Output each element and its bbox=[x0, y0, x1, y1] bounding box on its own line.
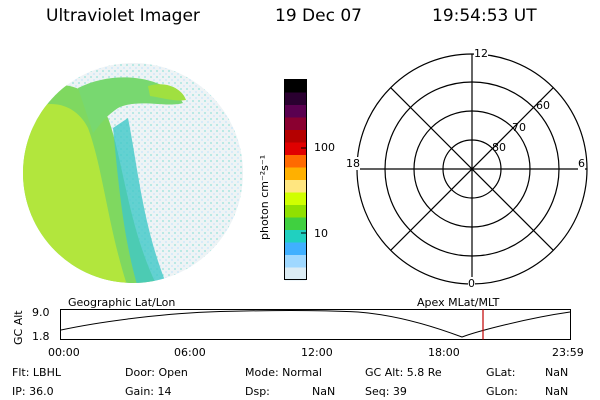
colorbar-segment bbox=[285, 255, 306, 268]
header-date: 19 Dec 07 bbox=[275, 6, 362, 26]
info-dsp-value: NaN bbox=[312, 385, 336, 398]
instrument-title: Ultraviolet Imager bbox=[46, 6, 200, 26]
colorbar-segment bbox=[285, 92, 306, 106]
colorbar-tick-10: 10 bbox=[314, 227, 328, 240]
info-door: Door: Open bbox=[125, 366, 188, 379]
colorbar-segment bbox=[285, 167, 306, 181]
timeline-tick-0000: 00:00 bbox=[48, 346, 80, 359]
info-flt: Flt: LBHL bbox=[12, 366, 61, 379]
colorbar-segment bbox=[285, 105, 306, 118]
timeline-tick-1800: 18:00 bbox=[428, 346, 460, 359]
polar-grid bbox=[356, 53, 588, 285]
info-dsp: Dsp: bbox=[245, 385, 270, 398]
colorbar-unit-label: photon cm⁻²s⁻¹ bbox=[258, 154, 271, 240]
info-gc-alt: GC Alt: 5.8 Re bbox=[365, 366, 442, 379]
info-ip: IP: 36.0 bbox=[12, 385, 54, 398]
colorbar-segment bbox=[285, 205, 306, 218]
polar-label-12: 12 bbox=[474, 47, 488, 60]
colorbar-segment bbox=[285, 180, 306, 193]
timeline-tick-1200: 12:00 bbox=[301, 346, 333, 359]
info-glon: GLon: bbox=[486, 385, 518, 398]
colorbar-tick-100: 100 bbox=[314, 141, 335, 154]
colorbar-segment bbox=[285, 230, 306, 243]
colorbar-segment bbox=[285, 130, 306, 143]
info-seq: Seq: 39 bbox=[365, 385, 407, 398]
polar-label-0: 0 bbox=[468, 277, 475, 290]
info-glat-value: NaN bbox=[545, 366, 569, 379]
colorbar-segment bbox=[285, 80, 306, 93]
header-time: 19:54:53 UT bbox=[432, 6, 537, 26]
timeline-right-label: Apex MLat/MLT bbox=[417, 296, 500, 309]
timeline-tick-2359: 23:59 bbox=[552, 346, 584, 359]
polar-label-60: 60 bbox=[536, 99, 550, 112]
polar-label-70: 70 bbox=[512, 121, 526, 134]
polar-label-6: 6 bbox=[578, 157, 585, 170]
colorbar bbox=[284, 79, 307, 281]
info-glat: GLat: bbox=[486, 366, 516, 379]
colorbar-segment bbox=[285, 192, 306, 206]
polar-label-80: 80 bbox=[492, 141, 506, 154]
info-glon-value: NaN bbox=[545, 385, 569, 398]
timeline-left-label: Geographic Lat/Lon bbox=[68, 296, 176, 309]
colorbar-segment bbox=[285, 142, 306, 156]
altitude-timeline bbox=[60, 309, 571, 340]
timeline-tick-0600: 06:00 bbox=[174, 346, 206, 359]
info-gain: Gain: 14 bbox=[125, 385, 172, 398]
colorbar-segment bbox=[285, 217, 306, 231]
auroral-image bbox=[23, 63, 243, 283]
timeline-axis-title: GC Alt bbox=[12, 310, 25, 345]
colorbar-segment bbox=[285, 117, 306, 131]
colorbar-segment bbox=[285, 242, 306, 256]
timeline-y-top: 9.0 bbox=[32, 306, 50, 319]
info-mode: Mode: Normal bbox=[245, 366, 322, 379]
colorbar-segment bbox=[285, 155, 306, 168]
timeline-y-bottom: 1.8 bbox=[32, 330, 50, 343]
colorbar-segment bbox=[285, 267, 306, 281]
polar-label-18: 18 bbox=[346, 157, 360, 170]
